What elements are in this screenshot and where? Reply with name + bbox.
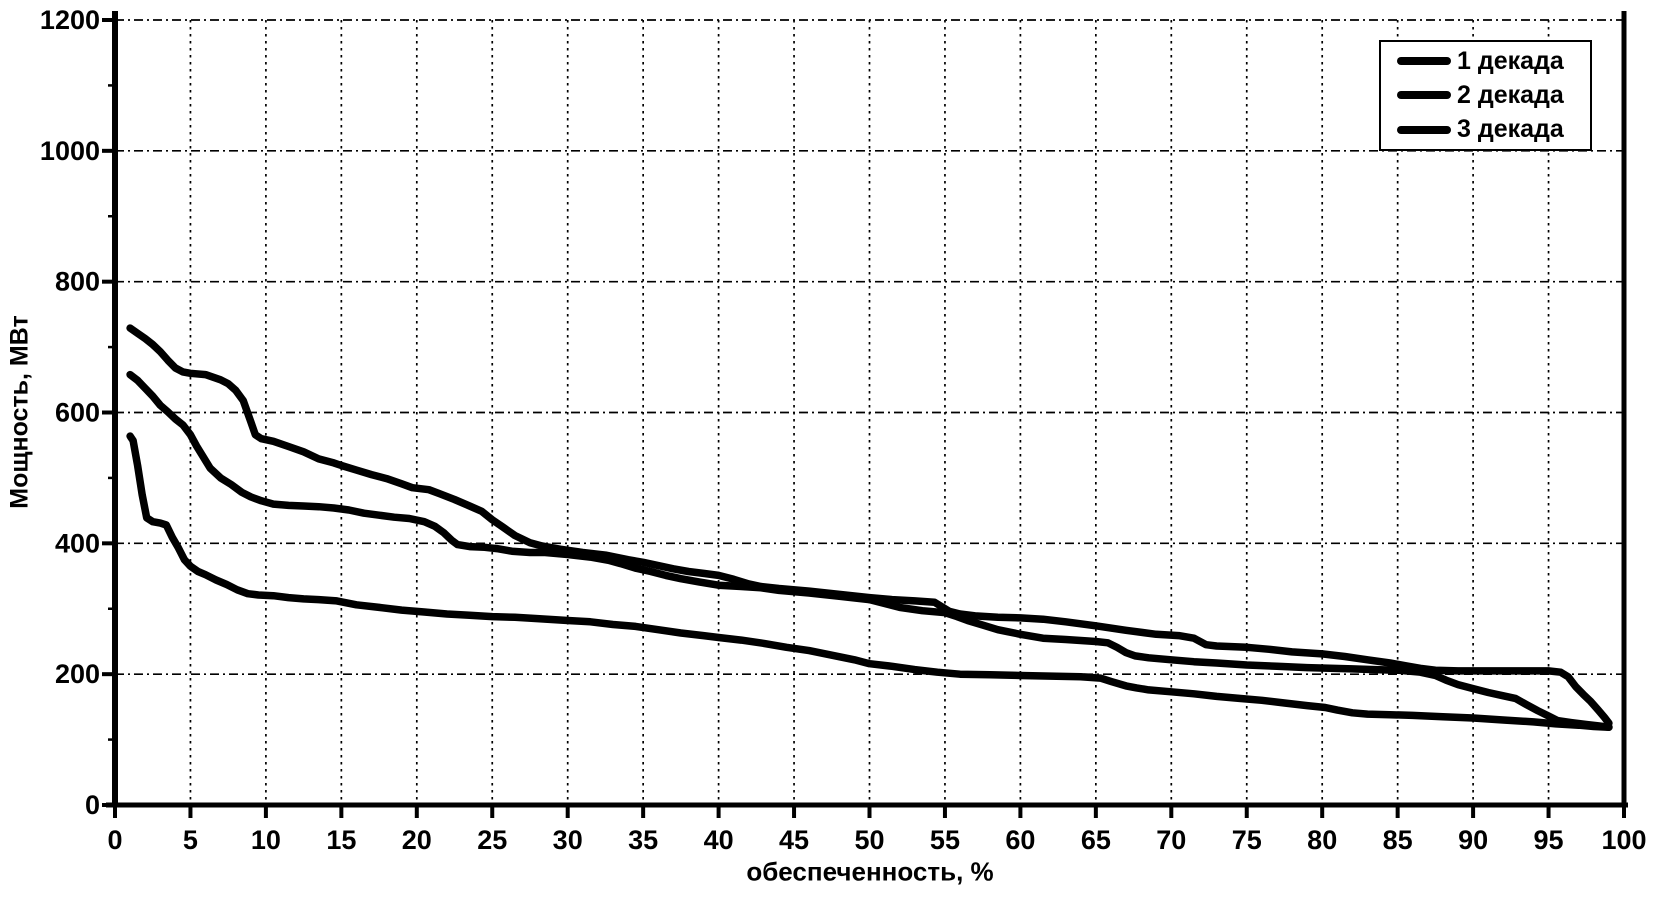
x-tick-label: 15 <box>326 825 356 855</box>
x-tick-label: 60 <box>1005 825 1035 855</box>
legend-item-dekada-1: 1 декада <box>1381 46 1590 75</box>
x-tick-label: 20 <box>402 825 432 855</box>
x-tick-label: 50 <box>854 825 884 855</box>
legend-label-dekada-1: 1 декада <box>1457 46 1564 75</box>
y-axis-title: Мощность, МВт <box>5 315 34 509</box>
y-tick-label: 600 <box>55 398 100 428</box>
curve-dekada-1 <box>126 324 1613 727</box>
x-tick-label: 40 <box>704 825 734 855</box>
legend-line-swatch-1 <box>1397 57 1451 66</box>
x-tick-label: 95 <box>1534 825 1564 855</box>
x-tick-label: 30 <box>553 825 583 855</box>
x-tick-label: 100 <box>1601 825 1646 855</box>
x-tick-label: 55 <box>930 825 960 855</box>
legend: 1 декада 2 декада 3 декада <box>1379 40 1592 151</box>
legend-label-dekada-2: 2 декада <box>1457 80 1564 109</box>
y-tick-label: 1000 <box>40 136 100 166</box>
x-axis-title: обеспеченность, % <box>746 856 994 887</box>
legend-line-swatch-3 <box>1397 125 1451 134</box>
x-tick-label: 65 <box>1081 825 1111 855</box>
y-tick-label: 0 <box>85 790 100 820</box>
y-tick-label: 200 <box>55 659 100 689</box>
curve-dekada-2 <box>126 370 1613 731</box>
x-tick-label: 90 <box>1458 825 1488 855</box>
x-tick-label: 25 <box>477 825 507 855</box>
x-tick-label: 70 <box>1156 825 1186 855</box>
y-tick-label: 400 <box>55 528 100 558</box>
x-tick-label: 75 <box>1232 825 1262 855</box>
y-tick-label: 800 <box>55 267 100 297</box>
x-tick-label: 10 <box>251 825 281 855</box>
x-tick-label: 0 <box>107 825 122 855</box>
curve-dekada-3 <box>126 432 1613 731</box>
legend-item-dekada-3: 3 декада <box>1381 117 1590 142</box>
x-tick-label: 5 <box>183 825 198 855</box>
x-tick-label: 35 <box>628 825 658 855</box>
x-tick-label: 85 <box>1383 825 1413 855</box>
x-tick-label: 45 <box>779 825 809 855</box>
x-tick-label: 80 <box>1307 825 1337 855</box>
legend-item-dekada-2: 2 декада <box>1381 80 1590 109</box>
y-tick-label: 1200 <box>40 5 100 35</box>
legend-line-swatch-2 <box>1397 91 1451 100</box>
legend-label-dekada-3: 3 декада <box>1457 115 1564 144</box>
